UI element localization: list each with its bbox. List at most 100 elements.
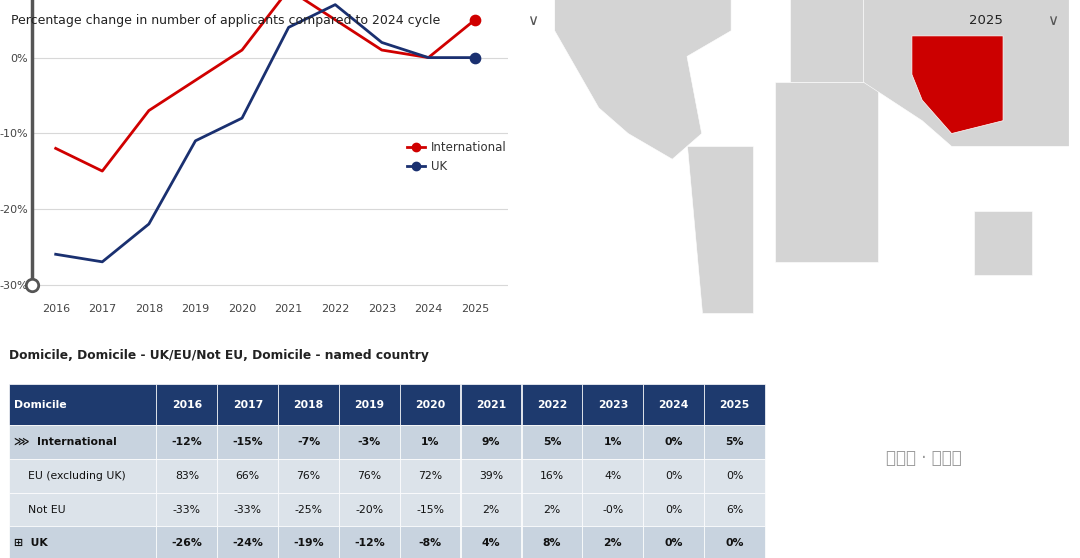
Bar xyxy=(279,384,339,425)
Bar xyxy=(400,425,460,459)
Bar xyxy=(522,459,582,493)
Bar xyxy=(279,425,339,459)
Bar xyxy=(157,384,217,425)
Polygon shape xyxy=(912,36,1003,133)
Bar xyxy=(644,384,704,425)
Text: EU (excluding UK): EU (excluding UK) xyxy=(14,471,126,481)
Text: Domicile, Domicile - UK/EU/Not EU, Domicile - named country: Domicile, Domicile - UK/EU/Not EU, Domic… xyxy=(9,349,429,362)
Text: -7%: -7% xyxy=(297,437,321,447)
Bar xyxy=(217,493,278,526)
Bar xyxy=(400,384,460,425)
Text: 39%: 39% xyxy=(480,471,503,481)
Text: 8%: 8% xyxy=(543,538,562,549)
Point xyxy=(467,53,484,62)
Text: 2025: 2025 xyxy=(969,15,1002,27)
Text: 0%: 0% xyxy=(664,538,683,549)
Bar xyxy=(400,493,460,526)
Bar xyxy=(582,425,643,459)
Text: 4%: 4% xyxy=(482,538,500,549)
Bar xyxy=(9,493,156,526)
Text: -25%: -25% xyxy=(295,504,323,514)
Bar xyxy=(522,493,582,526)
Text: -12%: -12% xyxy=(172,437,202,447)
Text: 1%: 1% xyxy=(421,437,440,447)
Text: 2016: 2016 xyxy=(172,400,202,410)
Text: -3%: -3% xyxy=(357,437,381,447)
Bar xyxy=(9,384,156,425)
Text: 5%: 5% xyxy=(543,437,562,447)
Bar xyxy=(704,459,765,493)
Bar xyxy=(9,425,156,459)
Text: -26%: -26% xyxy=(172,538,202,549)
Text: 2%: 2% xyxy=(483,504,500,514)
Text: 公众号 · 戴森云: 公众号 · 戴森云 xyxy=(886,449,961,466)
Text: 76%: 76% xyxy=(297,471,321,481)
Polygon shape xyxy=(687,146,753,314)
Text: 2022: 2022 xyxy=(537,400,567,410)
Text: -19%: -19% xyxy=(294,538,324,549)
Text: 4%: 4% xyxy=(605,471,622,481)
Bar xyxy=(644,425,704,459)
Text: 2024: 2024 xyxy=(659,400,689,410)
Text: Domicile: Domicile xyxy=(14,400,67,410)
Text: -12%: -12% xyxy=(354,538,384,549)
Text: Percentage change in number of applicants compared to 2024 cycle: Percentage change in number of applicant… xyxy=(12,13,441,27)
Bar xyxy=(339,384,400,425)
Bar xyxy=(461,425,522,459)
Bar xyxy=(400,526,460,558)
Text: 2019: 2019 xyxy=(354,400,384,410)
Text: 2017: 2017 xyxy=(232,400,262,410)
Bar xyxy=(217,384,278,425)
Text: -33%: -33% xyxy=(233,504,261,514)
Bar xyxy=(9,526,156,558)
Text: -24%: -24% xyxy=(232,538,264,549)
Bar xyxy=(461,493,522,526)
Bar xyxy=(9,459,156,493)
Text: ∨: ∨ xyxy=(1048,13,1058,28)
Text: 2025: 2025 xyxy=(719,400,750,410)
Bar xyxy=(582,493,643,526)
Point xyxy=(24,280,41,289)
Bar xyxy=(157,493,217,526)
Bar xyxy=(461,526,522,558)
Text: 2018: 2018 xyxy=(294,400,324,410)
Bar xyxy=(339,425,400,459)
Text: -20%: -20% xyxy=(355,504,383,514)
Text: 66%: 66% xyxy=(235,471,260,481)
Bar xyxy=(157,526,217,558)
Polygon shape xyxy=(555,0,731,159)
Bar xyxy=(704,493,765,526)
Bar xyxy=(522,384,582,425)
Text: 9%: 9% xyxy=(482,437,500,447)
Bar xyxy=(582,384,643,425)
Text: 72%: 72% xyxy=(418,471,443,481)
Bar xyxy=(522,526,582,558)
Bar xyxy=(704,526,765,558)
Bar xyxy=(582,526,643,558)
Text: ⋙  International: ⋙ International xyxy=(14,437,117,447)
Text: ⊞  UK: ⊞ UK xyxy=(14,538,49,549)
Polygon shape xyxy=(974,210,1032,275)
Bar xyxy=(157,425,217,459)
Text: 2%: 2% xyxy=(543,504,561,514)
Text: -0%: -0% xyxy=(603,504,623,514)
Text: 6%: 6% xyxy=(726,504,743,514)
Text: 83%: 83% xyxy=(175,471,199,481)
Polygon shape xyxy=(863,0,1069,146)
Bar xyxy=(339,459,400,493)
Text: 2%: 2% xyxy=(604,538,622,549)
Text: Not EU: Not EU xyxy=(14,504,66,514)
Point xyxy=(467,15,484,24)
Bar xyxy=(279,526,339,558)
Text: 0%: 0% xyxy=(665,471,683,481)
Text: 0%: 0% xyxy=(665,504,683,514)
Bar xyxy=(339,493,400,526)
Text: -8%: -8% xyxy=(419,538,442,549)
Polygon shape xyxy=(775,82,878,262)
Text: 2023: 2023 xyxy=(597,400,629,410)
Bar xyxy=(522,425,582,459)
Bar xyxy=(217,459,278,493)
Bar xyxy=(279,459,339,493)
Bar xyxy=(217,425,278,459)
Bar xyxy=(339,526,400,558)
